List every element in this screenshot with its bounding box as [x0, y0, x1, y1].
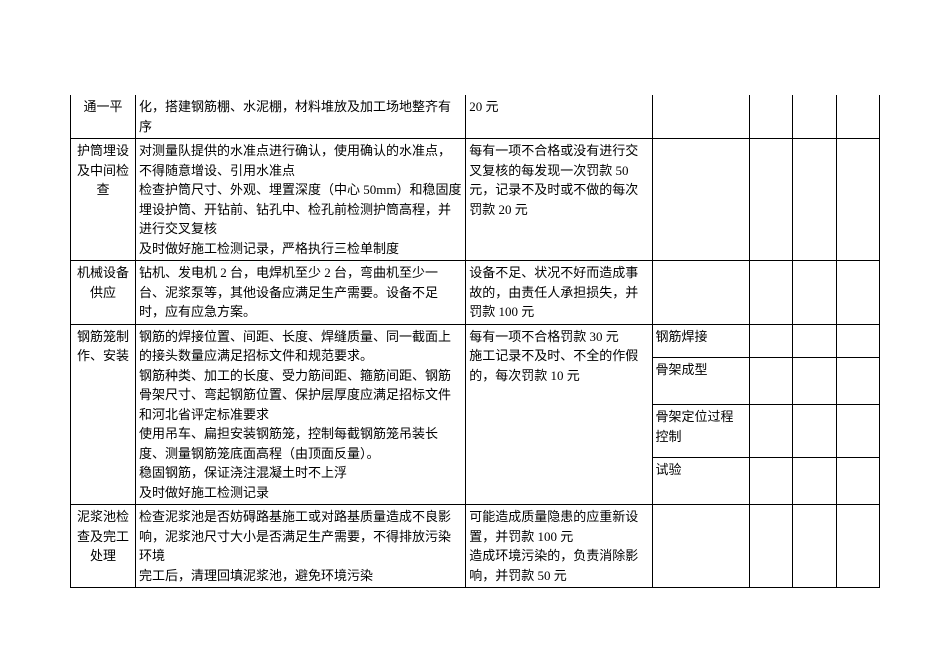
table-row: 钢筋笼制 作、安装 钢筋的焊接位置、间距、长度、焊缝质量、同一截面上的接头数量应…: [71, 324, 880, 358]
cell-col6: [793, 458, 836, 505]
page-container: 通一平 化，搭建钢筋棚、水泥棚，材料堆放及加工场地整齐有序 20 元 护筒埋设及…: [0, 0, 950, 672]
cell-col7: [836, 405, 879, 458]
cell-col2: 检查泥浆池是否妨碍路基施工或对路基质量造成不良影响，泥浆池尺寸大小是否满足生产需…: [135, 505, 465, 588]
cell-col2: 对测量队提供的水准点进行确认，使用确认的水准点，不得随意增设、引用水准点检查护筒…: [135, 139, 465, 261]
cell-col7: [836, 324, 879, 358]
table-row: 通一平 化，搭建钢筋棚、水泥棚，材料堆放及加工场地整齐有序 20 元: [71, 95, 880, 139]
cell-col3: 可能造成质量隐患的应重新设置，并罚款 100 元造成环境污染的，负责消除影响，并…: [466, 505, 652, 588]
cell-col5: [750, 324, 793, 358]
cell-col7: [836, 358, 879, 405]
cell-col6: [793, 95, 836, 139]
table-row: 泥浆池检查及完工处理 检查泥浆池是否妨碍路基施工或对路基质量造成不良影响，泥浆池…: [71, 505, 880, 588]
cell-col5: [750, 405, 793, 458]
cell-col4: 骨架定位过程控制: [652, 405, 749, 458]
cell-col2: 钻机、发电机 2 台，电焊机至少 2 台，弯曲机至少一台、泥浆泵等，其他设备应满…: [135, 261, 465, 325]
cell-col1: 通一平: [71, 95, 136, 139]
cell-col6: [793, 324, 836, 358]
cell-col1: 钢筋笼制 作、安装: [71, 324, 136, 505]
table-row: 机械设备供应 钻机、发电机 2 台，电焊机至少 2 台，弯曲机至少一台、泥浆泵等…: [71, 261, 880, 325]
main-table: 通一平 化，搭建钢筋棚、水泥棚，材料堆放及加工场地整齐有序 20 元 护筒埋设及…: [70, 95, 880, 588]
cell-col4: [652, 95, 749, 139]
cell-col6: [793, 139, 836, 261]
cell-col5: [750, 139, 793, 261]
cell-col1: 机械设备供应: [71, 261, 136, 325]
cell-col4: 骨架成型: [652, 358, 749, 405]
cell-col4: 钢筋焊接: [652, 324, 749, 358]
cell-col3: 每有一项不合格或没有进行交叉复核的每发现一次罚款 50 元，记录不及时或不做的每…: [466, 139, 652, 261]
cell-col5: [750, 458, 793, 505]
cell-col7: [836, 139, 879, 261]
cell-col7: [836, 505, 879, 588]
cell-col5: [750, 358, 793, 405]
cell-col3: 设备不足、状况不好而造成事故的，由责任人承担损失，并罚款 100 元: [466, 261, 652, 325]
cell-col6: [793, 505, 836, 588]
cell-col7: [836, 261, 879, 325]
cell-col3: 20 元: [466, 95, 652, 139]
table-row: 护筒埋设及中间检查 对测量队提供的水准点进行确认，使用确认的水准点，不得随意增设…: [71, 139, 880, 261]
cell-col3: 每有一项不合格罚款 30 元施工记录不及时、不全的作假的，每次罚款 10 元: [466, 324, 652, 505]
cell-col1: 护筒埋设及中间检查: [71, 139, 136, 261]
cell-col1: 泥浆池检查及完工处理: [71, 505, 136, 588]
cell-col6: [793, 405, 836, 458]
cell-col2: 化，搭建钢筋棚、水泥棚，材料堆放及加工场地整齐有序: [135, 95, 465, 139]
cell-col6: [793, 261, 836, 325]
cell-col4: 试验: [652, 458, 749, 505]
cell-col4: [652, 139, 749, 261]
cell-col2: 钢筋的焊接位置、间距、长度、焊缝质量、同一截面上的接头数量应满足招标文件和规范要…: [135, 324, 465, 505]
cell-col7: [836, 95, 879, 139]
cell-col5: [750, 261, 793, 325]
cell-col5: [750, 95, 793, 139]
cell-col6: [793, 358, 836, 405]
cell-col4: [652, 505, 749, 588]
cell-col7: [836, 458, 879, 505]
cell-col4: [652, 261, 749, 325]
cell-col5: [750, 505, 793, 588]
